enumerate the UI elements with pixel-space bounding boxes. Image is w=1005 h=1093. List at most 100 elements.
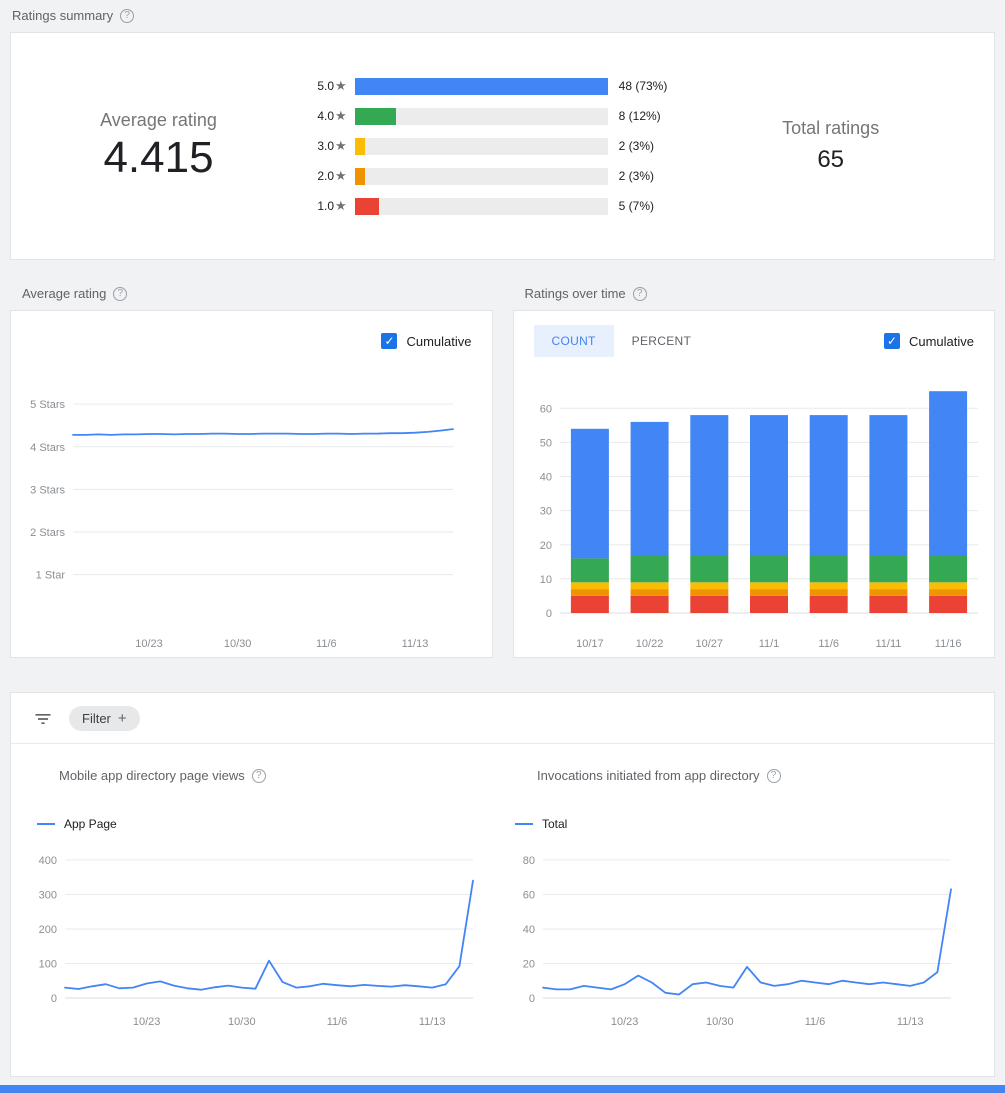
bar-segment [630, 595, 669, 613]
tab-percent[interactable]: PERCENT [631, 334, 692, 348]
cumulative-checkbox[interactable]: ✓ Cumulative [883, 333, 974, 349]
star-icon: ★ [335, 198, 347, 213]
rating-bar-fill [354, 137, 366, 155]
average-rating-section-title: Average rating [22, 286, 107, 301]
bar-segment [689, 589, 728, 596]
axis-tick-label: 11/13 [419, 1016, 446, 1028]
filter-row: Filter + [11, 693, 994, 744]
data-line [542, 888, 952, 996]
axis-tick-label: 11/13 [897, 1016, 924, 1028]
axis-tick-label: 100 [39, 958, 57, 970]
bar-segment [570, 558, 609, 583]
bar-segment [809, 595, 848, 613]
rating-bar-track [354, 107, 608, 125]
checkbox-checked-icon: ✓ [381, 333, 398, 349]
legend-line-icon [515, 823, 533, 825]
axis-tick-label: 300 [39, 889, 57, 901]
axis-tick-label: 80 [523, 855, 535, 867]
average-rating-column: Average rating ? ✓ Cumulative 5 Stars 4 S… [10, 286, 493, 658]
axis-tick-label: 0 [51, 993, 57, 1005]
tab-count[interactable]: COUNT [533, 325, 614, 357]
help-icon[interactable]: ? [251, 768, 266, 783]
star-value-label: 3.0 [317, 139, 334, 153]
average-rating-block: Average rating 4.415 [11, 110, 306, 183]
rating-distribution-row: 4.0 ★ 8 (12%) [306, 101, 667, 131]
ratings-summary-title: Ratings summary [12, 8, 114, 23]
star-value-label: 5.0 [317, 79, 334, 93]
ratings-over-time-toolbar: COUNT PERCENT ✓ Cumulative [514, 311, 995, 357]
star-value-label: 2.0 [317, 169, 334, 183]
count-percent-tabs: COUNT PERCENT [533, 325, 710, 357]
bar-segment [868, 555, 907, 583]
axis-tick-label: 60 [523, 889, 535, 901]
bar-segment [928, 582, 967, 590]
axis-tick-label: 50 [539, 437, 551, 449]
filter-icon[interactable] [33, 709, 53, 729]
help-icon[interactable]: ? [632, 286, 647, 301]
ratings-over-time-section-title: Ratings over time [524, 286, 626, 301]
rating-distribution-row: 3.0 ★ 2 (3%) [306, 131, 667, 161]
axis-tick-label: 40 [539, 472, 551, 484]
rating-bar-track [354, 137, 608, 155]
directory-metrics-card: Filter + Mobile app directory page views… [10, 692, 995, 1077]
bar-segment [630, 555, 669, 583]
bar-segment [809, 582, 848, 590]
ratings-over-time-chart-card: COUNT PERCENT ✓ Cumulative 0 10 20 30 40 50 60… [512, 310, 995, 658]
average-rating-line-chart: 5 Stars 4 Stars 3 Stars 2 Stars 1 Star 10/23 1… [30, 399, 454, 650]
bar-segment [630, 589, 669, 596]
rating-count-label: 8 (12%) [618, 109, 661, 123]
bar-segment [689, 415, 728, 555]
axis-tick-label: 10 [539, 574, 551, 586]
star-icon: ★ [335, 138, 347, 153]
axis-tick-label: 0 [529, 993, 535, 1005]
page-views-legend-label: App Page [64, 817, 117, 831]
help-icon[interactable]: ? [113, 286, 128, 301]
star-value-label: 1.0 [317, 199, 334, 213]
total-ratings-value: 65 [817, 146, 845, 173]
filter-chip[interactable]: Filter + [69, 706, 140, 731]
bar-segment [928, 555, 967, 583]
bar-segment [749, 589, 788, 596]
bar-segment [868, 415, 907, 555]
rating-distribution-row: 5.0 ★ 48 (73%) [306, 71, 667, 101]
bar-segment [749, 582, 788, 590]
bar-segment [868, 595, 907, 613]
axis-tick-label: 11/1 [758, 638, 779, 650]
axis-tick-label: 200 [39, 924, 57, 936]
bar-segment [570, 582, 609, 590]
legend-line-icon [37, 823, 55, 825]
help-icon[interactable]: ? [120, 8, 135, 23]
page-views-line-chart: 0 100 200 300 400 10/23 10/30 11/6 11/13 [39, 855, 474, 1028]
bar-segment [809, 555, 848, 583]
ratings-over-time-bar-chart: 0 10 20 30 40 50 60 10/17 10/22 10/27 11/1 11/6 11/1… [539, 391, 978, 650]
axis-tick-label: 20 [523, 958, 535, 970]
ratings-summary-header: Ratings summary ? [12, 8, 1005, 23]
data-line [72, 428, 454, 436]
bar-segment [868, 589, 907, 596]
rating-count-label: 2 (3%) [618, 169, 654, 183]
help-icon[interactable]: ? [766, 768, 781, 783]
ratings-over-time-column: Ratings over time ? COUNT PERCENT ✓ Cumu… [512, 286, 996, 658]
bar-segment [809, 415, 848, 555]
average-rating-label: Average rating [100, 109, 217, 130]
rating-distribution: 5.0 ★ 48 (73%) 4.0 ★ 8 (12%) 3.0 ★ 2 (3%) 2.0 ★ 2 (… [306, 71, 667, 221]
axis-tick-label: 4 Stars [30, 442, 65, 454]
page-views-section: Mobile app directory page views ? App Pa… [23, 744, 501, 1040]
rating-bar-fill [354, 77, 608, 95]
average-rating-chart-card: ✓ Cumulative 5 Stars 4 Stars 3 Stars 2 Star… [10, 310, 493, 658]
axis-tick-label: 10/23 [611, 1016, 639, 1028]
bottom-blue-bar[interactable] [0, 1085, 1005, 1093]
bar-segment [749, 415, 788, 555]
bar-segment [928, 595, 967, 613]
axis-tick-label: 10/23 [135, 638, 163, 650]
axis-tick-label: 10/17 [576, 638, 604, 650]
cumulative-checkbox[interactable]: ✓ Cumulative [381, 333, 472, 349]
star-icon: ★ [335, 78, 347, 93]
ratings-summary-card: Average rating 4.415 5.0 ★ 48 (73%) 4.0 ★ 8 (… [10, 32, 995, 260]
bar-segment [809, 589, 848, 596]
rating-bar-track [354, 197, 608, 215]
axis-tick-label: 10/22 [635, 638, 663, 650]
rating-distribution-row: 2.0 ★ 2 (3%) [306, 161, 667, 191]
ratings-over-time-header: Ratings over time ? [525, 286, 996, 301]
star-icon: ★ [335, 168, 347, 183]
